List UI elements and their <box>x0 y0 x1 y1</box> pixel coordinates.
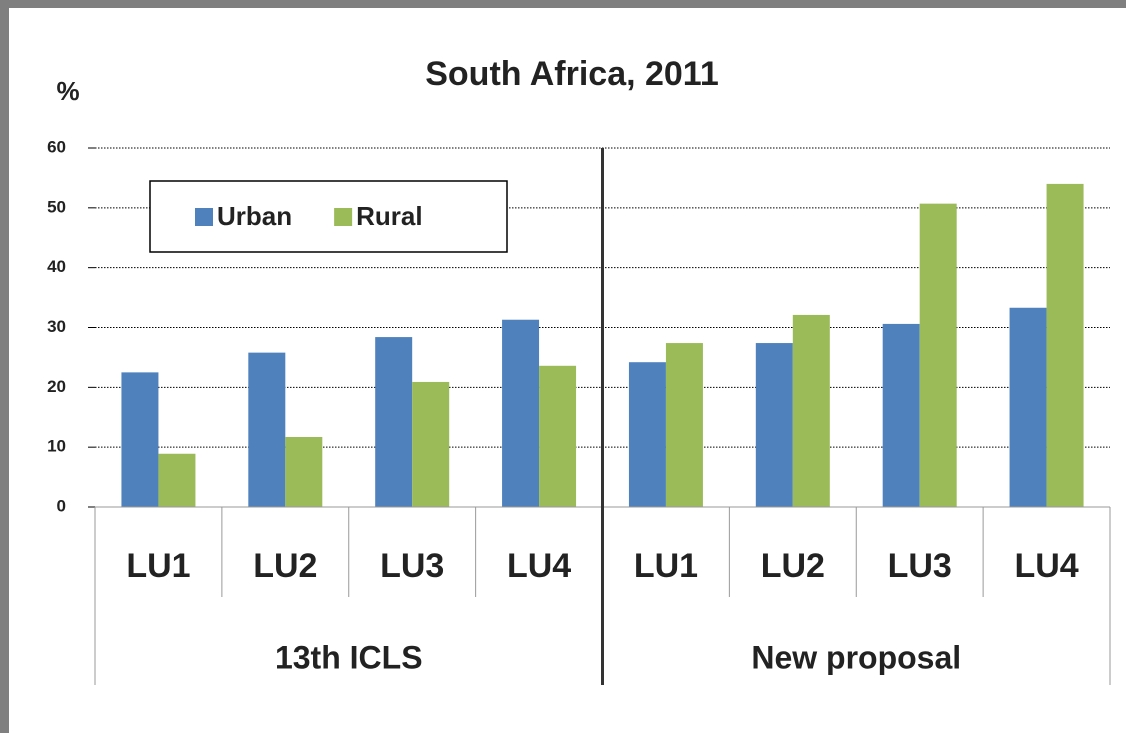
bar <box>792 314 830 507</box>
bar <box>882 323 920 507</box>
bar <box>1046 183 1084 507</box>
y-tick-label: 10 <box>47 437 66 456</box>
bar <box>665 343 703 507</box>
x-tick-label: LU3 <box>380 547 444 585</box>
x-tick-label: LU1 <box>126 547 190 585</box>
bar <box>755 343 793 507</box>
y-tick-label: 30 <box>47 317 66 336</box>
frame-left <box>0 0 9 733</box>
bar <box>539 365 577 507</box>
legend-label: Rural <box>356 201 422 231</box>
bar <box>628 362 666 507</box>
bar <box>158 453 196 507</box>
bar <box>121 372 159 507</box>
bar <box>248 352 286 507</box>
bar <box>502 319 540 507</box>
y-tick-label: 50 <box>47 197 66 216</box>
frame-top <box>0 0 1126 8</box>
x-tick-label: LU1 <box>634 547 698 585</box>
legend-label: Urban <box>217 201 292 231</box>
x-tick-label: LU2 <box>761 547 825 585</box>
y-tick-label: 20 <box>47 377 66 396</box>
y-axis-label: % <box>56 76 79 106</box>
y-tick-label: 60 <box>47 137 66 156</box>
group-label: New proposal <box>751 639 961 675</box>
x-tick-label: LU4 <box>507 547 571 585</box>
y-tick-label: 0 <box>57 496 66 515</box>
y-tick-label: 40 <box>47 257 66 276</box>
bar <box>285 436 323 507</box>
chart-title: South Africa, 2011 <box>425 55 719 93</box>
legend-swatch <box>334 208 353 226</box>
bar <box>375 337 413 507</box>
x-tick-label: LU3 <box>888 547 952 585</box>
group-label: 13th ICLS <box>275 639 423 675</box>
bar <box>1009 307 1047 507</box>
bar <box>919 203 957 507</box>
bar <box>412 381 450 507</box>
x-tick-label: LU4 <box>1014 547 1078 585</box>
legend-swatch <box>195 208 213 226</box>
x-tick-label: LU2 <box>253 547 317 585</box>
